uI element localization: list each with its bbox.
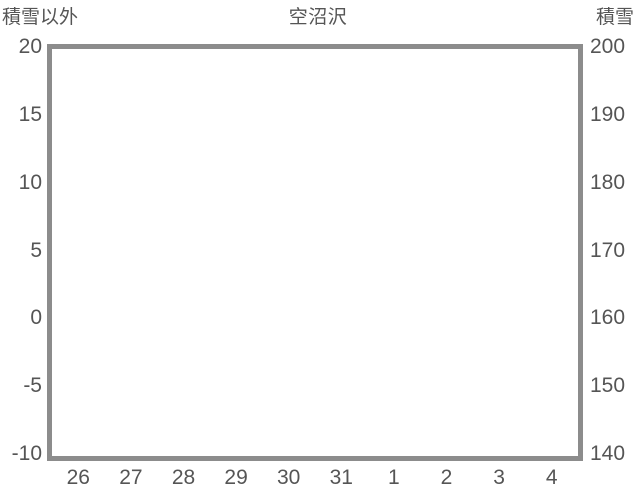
- y-axis-left-tick: -10: [0, 442, 42, 466]
- y-axis-left-tick: 0: [0, 306, 42, 330]
- y-axis-right-tick-label: 180: [590, 170, 626, 194]
- plot-frame: [47, 44, 583, 461]
- y-axis-left-tick-label: 5: [30, 238, 42, 262]
- x-axis-tick: 3: [472, 466, 526, 490]
- x-axis-tick-label: 1: [388, 466, 400, 489]
- x-axis-tick: 26: [51, 466, 105, 490]
- x-axis-tick-label: 2: [440, 466, 453, 489]
- y-axis-left-tick: 10: [0, 171, 42, 195]
- y-axis-right-tick: 200: [590, 35, 636, 59]
- y-axis-left-tick: -5: [0, 374, 42, 398]
- x-axis-tick-label: 30: [277, 466, 301, 489]
- x-axis-tick-label: 28: [171, 466, 196, 489]
- y-axis-right-tick-label: 170: [590, 238, 626, 262]
- y-axis-left-tick-label: -5: [23, 374, 42, 398]
- y-axis-right-tick-label: 150: [590, 374, 626, 398]
- y-axis-left-tick-label: 20: [18, 35, 42, 58]
- x-axis-tick: 28: [157, 466, 211, 490]
- y-axis-left-tick-label: 0: [30, 306, 42, 330]
- x-axis-tick-label: 4: [545, 466, 558, 489]
- x-axis-tick: 27: [104, 466, 158, 490]
- x-axis-tick-label: 3: [493, 466, 505, 489]
- x-axis-tick: 4: [525, 466, 579, 490]
- right-axis-title: 積雪: [595, 7, 634, 28]
- y-axis-right-tick-label: 160: [590, 306, 626, 330]
- x-axis-tick: 1: [367, 466, 421, 490]
- y-axis-right-tick: 180: [590, 171, 636, 195]
- y-axis-right-tick: 150: [590, 374, 636, 398]
- x-axis-tick-label: 27: [119, 466, 143, 489]
- x-axis-tick-label: 29: [224, 466, 248, 489]
- y-axis-left-tick: 5: [0, 239, 42, 263]
- x-axis-tick: 31: [314, 466, 368, 490]
- y-axis-left-tick-label: 15: [18, 102, 42, 126]
- x-axis-tick: 2: [420, 466, 474, 490]
- y-axis-right-tick: 190: [590, 103, 636, 127]
- y-axis-left-tick: 15: [0, 103, 42, 127]
- y-axis-left-tick-label: 10: [18, 170, 42, 194]
- x-axis-tick: 29: [209, 466, 263, 490]
- left-axis-title: 積雪以外: [2, 7, 79, 28]
- x-axis-tick-label: 26: [66, 466, 90, 489]
- y-axis-left-tick: 20: [0, 35, 42, 59]
- y-axis-left-tick-label: -10: [11, 442, 42, 465]
- y-axis-right-tick-label: 200: [590, 35, 626, 58]
- y-axis-right-tick: 170: [590, 239, 636, 263]
- y-axis-right-tick-label: 140: [590, 442, 626, 465]
- chart-title: 空沼沢: [288, 7, 348, 28]
- y-axis-right-tick: 160: [590, 306, 636, 330]
- x-axis-tick-label: 31: [329, 466, 353, 489]
- y-axis-right-tick-label: 190: [590, 102, 626, 126]
- y-axis-right-tick: 140: [590, 442, 636, 466]
- x-axis-tick: 30: [262, 466, 316, 490]
